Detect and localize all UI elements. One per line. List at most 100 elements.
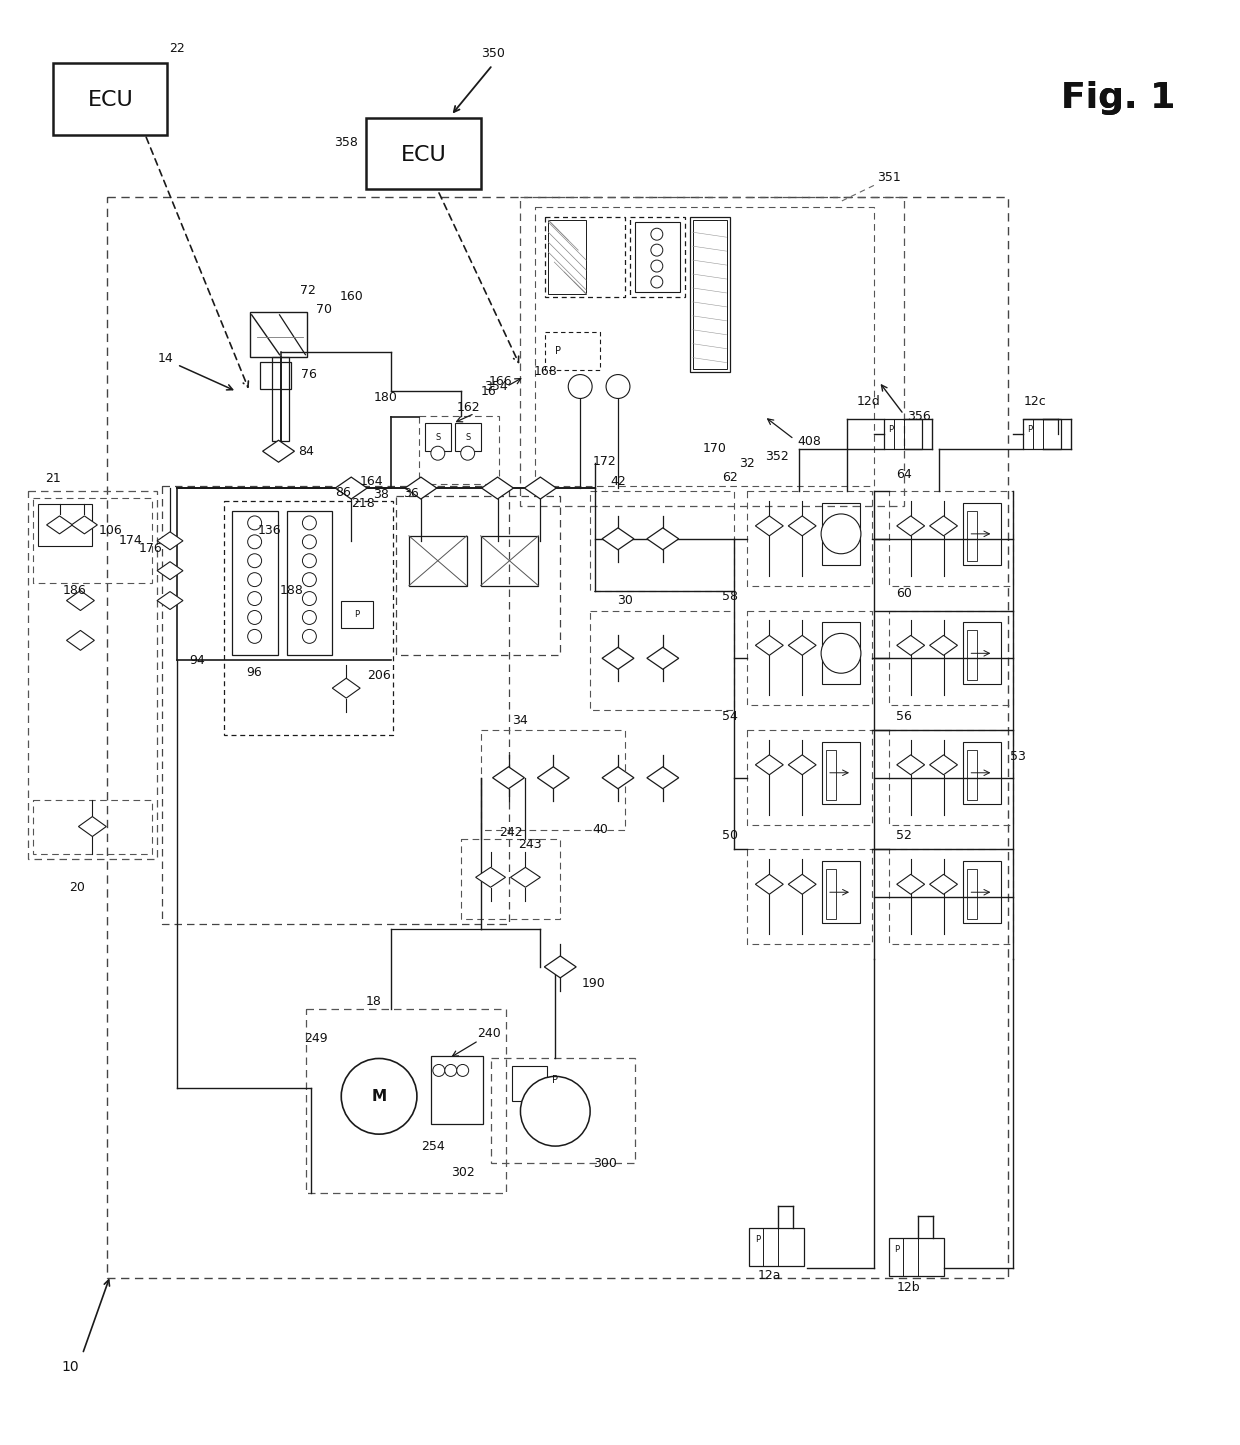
Bar	[693, 220, 727, 368]
Bar	[749, 1228, 805, 1266]
Text: 10: 10	[62, 1360, 79, 1374]
Polygon shape	[755, 754, 784, 775]
Circle shape	[568, 374, 593, 399]
Circle shape	[821, 514, 861, 553]
Bar	[366, 117, 481, 189]
Bar	[963, 741, 1001, 803]
Text: 56: 56	[895, 709, 911, 722]
Bar	[341, 601, 373, 629]
Text: Fig. 1: Fig. 1	[1060, 81, 1176, 114]
Text: 16: 16	[481, 384, 496, 397]
Text: 12d: 12d	[857, 394, 880, 407]
Bar	[396, 496, 560, 655]
Bar	[1023, 419, 1061, 449]
Text: 164: 164	[360, 474, 383, 487]
Bar	[455, 423, 481, 451]
Text: P: P	[894, 1246, 899, 1254]
Polygon shape	[897, 636, 925, 655]
Text: 54: 54	[722, 709, 738, 722]
Text: P: P	[552, 1075, 558, 1085]
Polygon shape	[897, 516, 925, 536]
Bar	[37, 504, 92, 546]
Bar	[536, 207, 874, 486]
Text: 14: 14	[157, 353, 172, 366]
Text: 50: 50	[722, 829, 738, 842]
Circle shape	[651, 244, 663, 256]
Bar	[894, 419, 904, 449]
Bar	[409, 536, 466, 585]
Polygon shape	[67, 630, 94, 650]
Text: 52: 52	[895, 829, 911, 842]
Bar	[748, 850, 872, 944]
Text: 356: 356	[906, 410, 930, 423]
Text: 176: 176	[138, 542, 162, 555]
Polygon shape	[789, 754, 816, 775]
Circle shape	[606, 374, 630, 399]
Polygon shape	[67, 591, 94, 610]
Text: 106: 106	[98, 525, 123, 538]
Text: 160: 160	[340, 290, 363, 303]
Text: 12b: 12b	[897, 1280, 920, 1293]
Text: 136: 136	[258, 525, 281, 538]
Circle shape	[248, 630, 262, 643]
Bar	[512, 1066, 547, 1101]
Text: 190: 190	[582, 977, 605, 990]
Text: 249: 249	[305, 1032, 329, 1045]
Polygon shape	[544, 957, 577, 978]
Polygon shape	[647, 527, 678, 549]
Text: 188: 188	[279, 584, 304, 597]
Bar	[630, 217, 684, 296]
Bar	[32, 799, 153, 854]
Circle shape	[456, 1065, 469, 1077]
Circle shape	[303, 572, 316, 587]
Text: 72: 72	[300, 285, 316, 298]
Text: P: P	[556, 345, 562, 355]
Text: 53: 53	[1011, 750, 1027, 763]
Circle shape	[303, 535, 316, 549]
Text: 408: 408	[797, 435, 821, 448]
Bar	[461, 840, 560, 919]
Bar	[546, 217, 625, 296]
Polygon shape	[476, 867, 506, 887]
Circle shape	[341, 1059, 417, 1134]
Text: 172: 172	[593, 455, 616, 468]
Bar	[108, 198, 1008, 1277]
Text: 12a: 12a	[758, 1269, 781, 1282]
Circle shape	[651, 228, 663, 240]
Text: P: P	[1028, 425, 1033, 434]
Polygon shape	[332, 678, 360, 698]
Text: P: P	[888, 425, 893, 434]
Bar	[884, 419, 921, 449]
Text: 242: 242	[498, 827, 522, 840]
Text: 30: 30	[618, 594, 632, 607]
Text: 206: 206	[367, 669, 391, 682]
Text: 86: 86	[335, 486, 351, 499]
Circle shape	[303, 516, 316, 530]
Text: S: S	[465, 434, 470, 442]
Circle shape	[461, 447, 475, 460]
Polygon shape	[603, 647, 634, 669]
Polygon shape	[525, 477, 557, 499]
Bar	[481, 730, 625, 829]
Text: 302: 302	[451, 1166, 475, 1179]
Polygon shape	[930, 516, 957, 536]
Polygon shape	[335, 477, 367, 499]
Bar	[963, 503, 1001, 565]
Polygon shape	[897, 874, 925, 894]
Polygon shape	[78, 816, 107, 837]
Text: ECU: ECU	[401, 144, 446, 165]
Polygon shape	[492, 767, 525, 789]
Polygon shape	[755, 516, 784, 536]
Text: 96: 96	[246, 666, 262, 679]
Polygon shape	[157, 591, 184, 610]
Text: 38: 38	[373, 487, 389, 500]
Bar	[963, 861, 1001, 923]
Text: 94: 94	[188, 653, 205, 666]
Bar	[430, 1056, 482, 1124]
Circle shape	[303, 610, 316, 624]
Bar	[689, 217, 729, 371]
Bar	[546, 332, 600, 370]
Text: 180: 180	[374, 392, 398, 405]
Bar	[822, 623, 859, 683]
Polygon shape	[537, 767, 569, 789]
